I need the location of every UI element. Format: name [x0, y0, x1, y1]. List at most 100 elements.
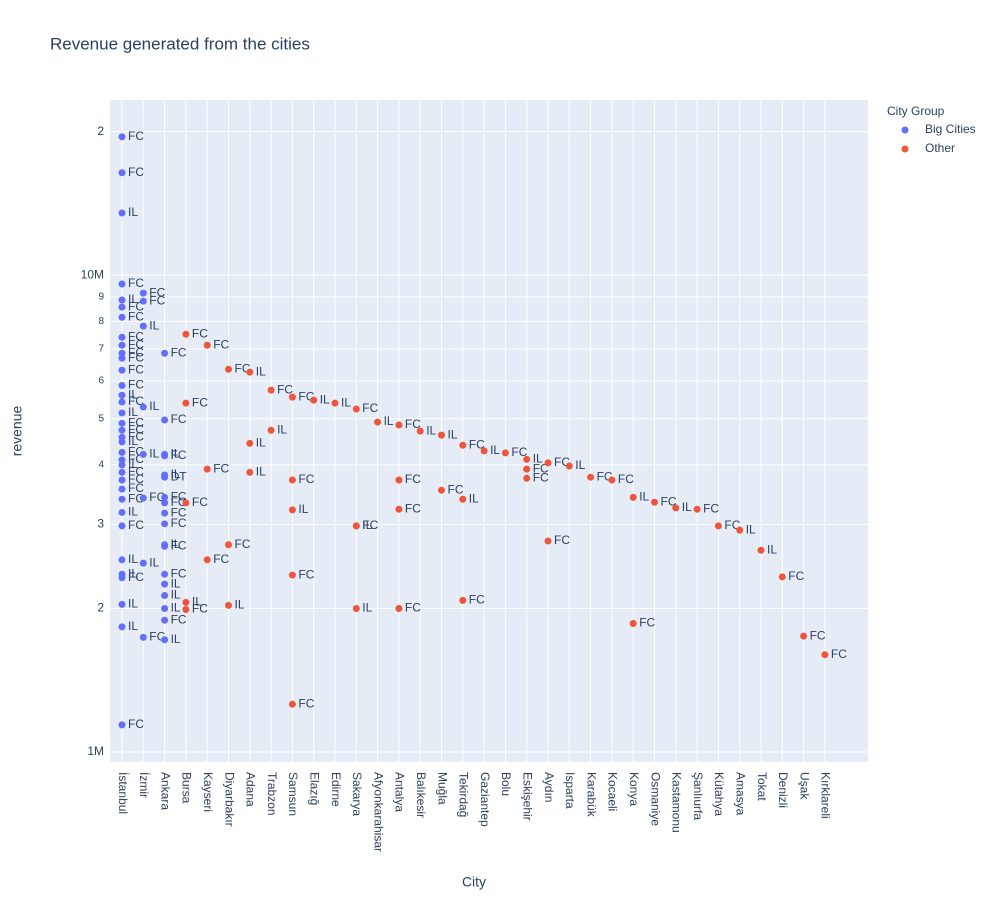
x-tick-label: Samsun [286, 772, 300, 816]
point-label: IL [149, 318, 159, 332]
x-tick-label: Bolu [499, 772, 513, 796]
point-label: FC [171, 539, 187, 553]
point [672, 504, 680, 512]
point-label: FC [405, 417, 421, 431]
point-label: FC [128, 422, 144, 436]
point-label: IL [469, 491, 479, 505]
point-label: FC [128, 350, 144, 364]
point-label: IL [171, 467, 181, 481]
point-label: FC [192, 326, 208, 340]
point-label: FC [128, 481, 144, 495]
point-label: IL [149, 555, 159, 569]
point [523, 474, 531, 482]
point [523, 465, 531, 473]
point-label: IL [128, 566, 138, 580]
x-tick-label: Denizli [776, 772, 790, 808]
point [246, 468, 254, 476]
point [118, 133, 126, 141]
point-label: FC [128, 129, 144, 143]
x-tick-label: Afyonkarahisar [371, 772, 385, 852]
point [161, 493, 169, 501]
point [352, 522, 360, 530]
x-tick-label: Karabük [584, 772, 598, 818]
point-label: IL [256, 364, 266, 378]
point [118, 409, 126, 417]
point-label: FC [128, 378, 144, 392]
plot-background [110, 100, 868, 762]
point [608, 476, 616, 484]
x-tick-label: Bursa [180, 772, 194, 804]
point [118, 333, 126, 341]
point [118, 296, 126, 304]
point [203, 556, 211, 564]
point-label: FC [149, 490, 165, 504]
point [395, 505, 403, 513]
point-label: FC [533, 470, 549, 484]
x-axis-title: City [462, 874, 486, 890]
point-label: FC [149, 285, 165, 299]
point-label: FC [298, 472, 314, 486]
point-label: IL [192, 595, 202, 609]
point-label: IL [256, 435, 266, 449]
x-tick-label: Edirne [329, 772, 343, 807]
x-tick-label: Diyarbakır [222, 772, 236, 827]
point-label: IL [384, 414, 394, 428]
point [501, 449, 509, 457]
point-label: FC [405, 601, 421, 615]
x-tick-label: Antalya [393, 772, 407, 812]
x-tick-label: Elazığ [308, 772, 322, 805]
legend-marker [901, 145, 909, 153]
point-label: FC [171, 412, 187, 426]
point [395, 604, 403, 612]
point [182, 499, 190, 507]
point-label: FC [171, 566, 187, 580]
point [118, 623, 126, 631]
point-label: FC [128, 416, 144, 430]
point [161, 570, 169, 578]
point [118, 313, 126, 321]
x-tick-label: Osmaniye [648, 772, 662, 826]
point [182, 330, 190, 338]
legend-label: Big Cities [925, 122, 976, 136]
point [161, 520, 169, 528]
point [714, 522, 722, 530]
point-label: FC [128, 570, 144, 584]
point-label: FC [362, 518, 378, 532]
point [416, 427, 424, 435]
point [352, 405, 360, 413]
point-label: FC [128, 430, 144, 444]
point [438, 431, 445, 439]
x-tick-label: Balıkesir [414, 772, 428, 818]
x-tick-label: Ankara [158, 772, 172, 810]
point-label: FC [128, 472, 144, 486]
point-label: IL [171, 447, 181, 461]
point-label: IL [235, 598, 245, 612]
point [118, 391, 126, 399]
point-label: FC [554, 533, 570, 547]
point-label: FC [298, 567, 314, 581]
point-label: IL [128, 505, 138, 519]
point-label: IL [767, 542, 777, 556]
y-tick-label: 5 [98, 413, 104, 424]
point [778, 573, 786, 581]
point-label: FC [128, 717, 144, 731]
point-label: FC [171, 448, 187, 462]
legend-label: Other [925, 141, 955, 155]
y-tick-label: 7 [98, 344, 104, 355]
y-tick-label: 10M [81, 267, 104, 281]
point [395, 421, 403, 429]
x-tick-label: Şanlıurfa [691, 772, 705, 820]
x-tick-label: Tekirdağ [457, 772, 471, 817]
point-label: FC [128, 394, 144, 408]
point-label: FC [235, 537, 251, 551]
point [757, 546, 765, 554]
x-tick-label: Kastamonu [670, 772, 684, 833]
point [288, 571, 296, 579]
point [118, 485, 126, 493]
point [118, 448, 126, 456]
point-label: FC [511, 445, 527, 459]
x-tick-label: Konya [627, 772, 641, 806]
x-tick-label: İzmir [137, 772, 151, 798]
y-tick-label: 2 [97, 601, 104, 615]
